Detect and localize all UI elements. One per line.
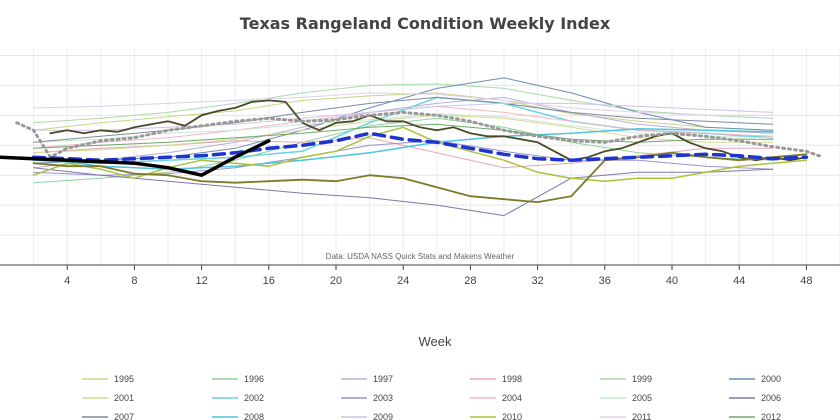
legend-label: 2009	[373, 412, 393, 420]
series-lines	[0, 77, 825, 217]
series-line-2012	[33, 123, 774, 149]
series-line-highlight-22	[0, 139, 271, 177]
x-axis-title: Week	[419, 334, 452, 349]
legend-item-2010[interactable]: 2010	[470, 412, 522, 420]
series-line-2006	[33, 167, 774, 217]
legend-item-1998[interactable]: 1998	[470, 374, 522, 384]
legend-item-2003[interactable]: 2003	[341, 393, 393, 403]
legend-item-2006[interactable]: 2006	[729, 393, 781, 403]
legend-label: 2002	[244, 393, 264, 403]
chart-title: Texas Rangeland Condition Weekly Index	[240, 14, 611, 33]
x-tick-labels: 4 8 12 16 20 24 28 32 36 40 44 48	[64, 265, 813, 287]
x-tick-label: 12	[195, 275, 207, 287]
legend-item-2012[interactable]: 2012	[729, 412, 781, 420]
series-line-2010	[32, 126, 808, 182]
series-line-highlight-18	[49, 99, 808, 162]
legend-item-2007[interactable]: 2007	[82, 412, 134, 420]
legend-item-2011[interactable]: 2011	[600, 412, 651, 420]
series-line-2009	[33, 102, 774, 131]
legend-label: 2005	[632, 393, 652, 403]
legend-label: 2003	[373, 393, 393, 403]
legend-label: 2010	[502, 412, 522, 420]
x-tick-label: 4	[64, 275, 70, 287]
x-tick-label: 40	[666, 275, 678, 287]
legend-item-1999[interactable]: 1999	[600, 374, 652, 384]
x-tick-label: 8	[131, 275, 137, 287]
series-line-2008	[32, 128, 774, 170]
x-tick-label: 44	[733, 275, 745, 287]
series-line-highlight-21	[31, 131, 809, 162]
series-line-2005	[33, 113, 774, 143]
legend-label: 1997	[373, 374, 393, 384]
legend-item-1996[interactable]: 1996	[212, 374, 264, 384]
legend-label: 2011	[632, 412, 651, 420]
series-line-highlight-20	[15, 110, 825, 159]
legend-item-1997[interactable]: 1997	[341, 374, 393, 384]
legend-label: 1999	[632, 374, 652, 384]
x-tick-label: 48	[800, 275, 812, 287]
grid	[0, 48, 840, 265]
legend-label: 1995	[114, 374, 134, 384]
legend-item-2009[interactable]: 2009	[341, 412, 393, 420]
series-line-2000	[33, 77, 774, 164]
legend-item-1995[interactable]: 1995	[82, 374, 134, 384]
legend-item-2001[interactable]: 2001	[82, 393, 134, 403]
legend-label: 2000	[761, 374, 781, 384]
legend-label: 2008	[244, 412, 264, 420]
legend-label: 2007	[114, 412, 134, 420]
x-tick-label: 24	[397, 275, 409, 287]
legend-label: 2004	[502, 393, 522, 403]
legend-label: 1998	[502, 374, 522, 384]
series-line-2011	[33, 92, 774, 116]
series-line-2007	[33, 96, 774, 143]
legend-label: 2012	[761, 412, 781, 420]
x-tick-label: 32	[531, 275, 543, 287]
legend-item-2005[interactable]: 2005	[600, 393, 652, 403]
x-tick-label: 36	[599, 275, 611, 287]
series-line-1997	[33, 96, 774, 169]
x-tick-label: 28	[464, 275, 476, 287]
x-tick-label: 20	[330, 275, 342, 287]
series-line-1995	[33, 92, 774, 131]
legend-label: 1996	[244, 374, 264, 384]
series-line-1999	[33, 83, 774, 124]
x-tick-label: 16	[263, 275, 275, 287]
series-line-highlight-19	[32, 151, 808, 204]
legend-item-2000[interactable]: 2000	[729, 374, 781, 384]
source-note: Data: USDA NASS Quick Stats and Makens W…	[326, 252, 515, 261]
legend-item-2002[interactable]: 2002	[212, 393, 264, 403]
legend-label: 2006	[761, 393, 781, 403]
legend-item-2008[interactable]: 2008	[212, 412, 264, 420]
legend[interactable]: 1995 1996 1997 1998 1999 2000 2001 2002 2003 2004…	[82, 374, 781, 420]
legend-item-2004[interactable]: 2004	[470, 393, 522, 403]
legend-label: 2001	[114, 393, 134, 403]
